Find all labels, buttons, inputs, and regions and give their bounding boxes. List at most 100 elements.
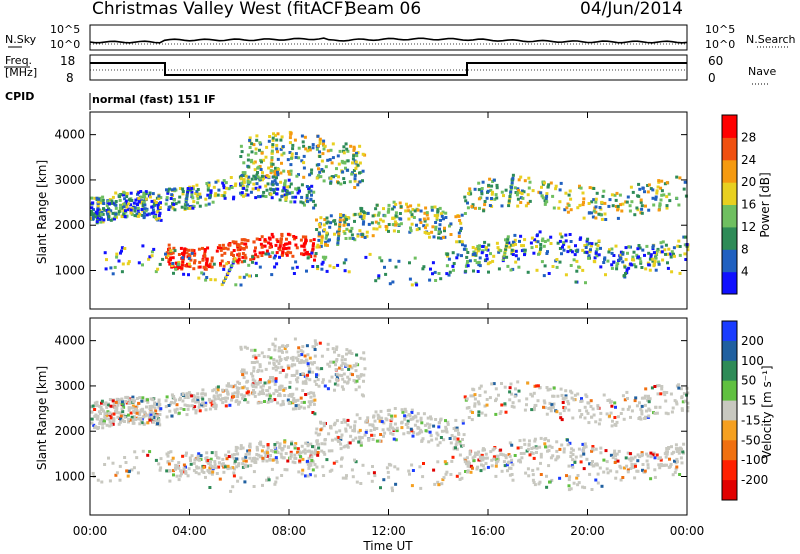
velocity-data-cell — [508, 390, 512, 394]
power-data-cell — [334, 222, 337, 226]
power-data-cell — [278, 248, 282, 252]
power-data-cell — [124, 209, 127, 213]
velocity-data-cell — [336, 383, 340, 387]
velocity-data-cell — [187, 391, 191, 395]
velocity-data-cell — [610, 404, 614, 408]
velocity-data-cell — [389, 423, 393, 426]
power-data-cell — [133, 206, 137, 210]
power-data-cell — [302, 161, 306, 165]
velocity-data-cell — [580, 399, 584, 403]
velocity-data-cell — [290, 442, 293, 446]
power-data-cell — [663, 182, 667, 186]
velocity-data-cell — [275, 458, 279, 461]
power-data-cell — [264, 195, 268, 198]
velocity-data-cell — [569, 451, 573, 455]
velocity-data-cell — [433, 482, 437, 486]
velocity-data-cell — [278, 388, 282, 391]
power-data-cell — [664, 243, 668, 247]
power-data-cell — [350, 226, 354, 230]
power-data-cell — [252, 174, 256, 178]
power-data-cell — [353, 179, 357, 183]
velocity-data-cell — [294, 356, 298, 360]
velocity-data-cell — [119, 417, 122, 421]
power-data-cell — [302, 242, 306, 246]
velocity-data-cell — [105, 423, 109, 427]
power-data-cell — [139, 190, 143, 193]
velocity-data-cell — [178, 396, 182, 400]
power-data-cell — [666, 252, 670, 256]
velocity-data-cell — [408, 472, 411, 476]
velocity-data-cell — [477, 402, 481, 406]
velocity-data-cell — [282, 388, 286, 392]
velocity-data-cell — [148, 405, 152, 408]
power-data-cell — [519, 196, 523, 200]
power-data-cell — [582, 216, 586, 220]
velocity-data-cell — [526, 467, 530, 471]
velocity-data-cell — [468, 452, 472, 456]
velocity-data-cell — [344, 476, 348, 480]
velocity-data-cell — [539, 473, 543, 476]
power-data-cell — [113, 265, 117, 269]
power-data-cell — [153, 199, 157, 203]
power-data-cell — [240, 174, 244, 177]
power-data-cell — [236, 244, 240, 247]
power-data-cell — [287, 172, 291, 176]
velocity-data-cell — [247, 393, 251, 397]
power-data-cell — [269, 192, 273, 196]
power-data-cell — [319, 175, 323, 179]
power-data-cell — [409, 226, 412, 230]
power-data-cell — [387, 223, 391, 226]
power-data-cell — [286, 250, 290, 254]
power-data-cell — [287, 246, 291, 250]
power-data-cell — [279, 171, 283, 175]
power-data-cell — [122, 202, 126, 206]
velocity-data-cell — [128, 400, 132, 404]
power-data-cell — [384, 225, 388, 228]
power-data-cell — [323, 218, 327, 221]
velocity-data-cell — [264, 454, 268, 458]
power-data-cell — [522, 190, 526, 194]
velocity-data-cell — [653, 468, 657, 472]
power-data-cell — [567, 245, 571, 249]
power-data-cell — [308, 173, 312, 177]
power-data-cell — [683, 235, 687, 239]
velocity-data-cell — [580, 413, 584, 416]
power-data-cell — [109, 266, 113, 270]
power-data-cell — [258, 251, 262, 255]
power-data-cell — [105, 258, 108, 262]
power-data-cell — [486, 248, 490, 252]
power-data-cell — [267, 175, 271, 179]
power-data-cell — [449, 233, 453, 236]
power-data-cell — [557, 206, 561, 210]
velocity-data-cell — [634, 396, 638, 400]
velocity-data-cell — [608, 400, 612, 404]
power-data-cell — [315, 176, 319, 180]
power-data-cell — [203, 249, 207, 253]
velocity-data-cell — [271, 342, 275, 346]
velocity-data-cell — [222, 470, 226, 474]
power-data-cell — [356, 163, 360, 167]
velocity-data-cell — [357, 377, 361, 380]
power-data-cell — [587, 211, 591, 215]
velocity-data-cell — [272, 362, 276, 366]
power-data-cell — [147, 212, 151, 216]
power-data-cell — [589, 248, 592, 252]
velocity-data-cell — [486, 465, 490, 469]
power-data-cell — [271, 183, 275, 187]
velocity-data-cell — [326, 347, 330, 351]
noise-left-label: N.Sky — [5, 33, 37, 46]
power-data-cell — [323, 228, 327, 232]
power-data-cell — [675, 196, 679, 200]
velocity-data-cell — [252, 369, 256, 373]
velocity-data-cell — [174, 463, 178, 467]
power-data-cell — [118, 198, 122, 202]
velocity-data-cell — [232, 395, 235, 399]
velocity-data-cell — [225, 388, 229, 392]
power-data-cell — [254, 196, 258, 200]
power-data-cell — [320, 168, 324, 171]
velocity-data-cell — [285, 373, 289, 377]
power-data-cell — [252, 240, 256, 244]
velocity-data-cell — [675, 450, 679, 453]
velocity-data-cell — [236, 392, 240, 396]
velocity-data-cell — [200, 396, 204, 399]
